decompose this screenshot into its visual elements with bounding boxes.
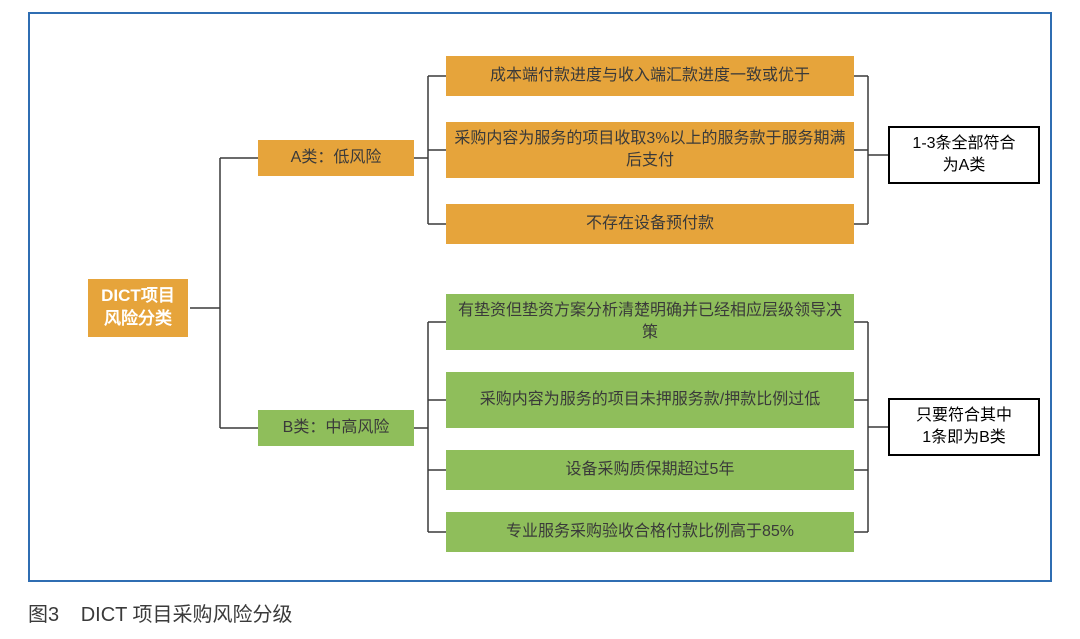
criteria-a-3: 不存在设备预付款 <box>446 204 854 244</box>
summary-a-line1: 1-3条全部符合 <box>912 135 1015 152</box>
criteria-a-1-text: 成本端付款进度与收入端汇款进度一致或优于 <box>490 65 810 87</box>
criteria-a-2: 采购内容为服务的项目收取3%以上的服务款于服务期满后支付 <box>446 122 854 178</box>
criteria-a-2-text: 采购内容为服务的项目收取3%以上的服务款于服务期满后支付 <box>454 128 846 171</box>
category-b-node: B类：中高风险 <box>258 410 414 446</box>
criteria-b-2-text: 采购内容为服务的项目未押服务款/押款比例过低 <box>480 389 820 411</box>
criteria-b-4: 专业服务采购验收合格付款比例高于85% <box>446 512 854 552</box>
caption-prefix: 图3 <box>28 604 59 626</box>
criteria-b-1-text: 有垫资但垫资方案分析清楚明确并已经相应层级领导决策 <box>454 300 846 343</box>
summary-b-box: 只要符合其中 1条即为B类 <box>888 398 1040 456</box>
connector-b-summary <box>854 310 890 546</box>
summary-a-line2: 为A类 <box>943 157 986 174</box>
criteria-a-3-text: 不存在设备预付款 <box>586 213 714 235</box>
diagram-frame: DICT项目 风险分类 A类：低风险 成本端付款进度与收入端汇款进度一致或优于 … <box>28 12 1052 582</box>
figure-caption: 图3 DICT 项目采购风险分级 <box>28 598 293 627</box>
criteria-b-3-text: 设备采购质保期超过5年 <box>566 459 735 481</box>
root-label-line1: DICT项目 <box>101 286 175 305</box>
connector-a-summary <box>854 64 890 240</box>
criteria-b-4-text: 专业服务采购验收合格付款比例高于85% <box>506 521 794 543</box>
summary-b-line1: 只要符合其中 <box>916 407 1012 424</box>
connector-b-criteria <box>414 310 448 546</box>
summary-b-line2: 1条即为B类 <box>922 429 1006 446</box>
caption-text: DICT 项目采购风险分级 <box>81 604 293 626</box>
root-label-line2: 风险分类 <box>104 309 172 328</box>
category-b-label: B类：中高风险 <box>283 417 390 439</box>
category-a-node: A类：低风险 <box>258 140 414 176</box>
summary-a-box: 1-3条全部符合 为A类 <box>888 126 1040 184</box>
criteria-b-3: 设备采购质保期超过5年 <box>446 450 854 490</box>
criteria-b-1: 有垫资但垫资方案分析清楚明确并已经相应层级领导决策 <box>446 294 854 350</box>
criteria-b-2: 采购内容为服务的项目未押服务款/押款比例过低 <box>446 372 854 428</box>
category-a-label: A类：低风险 <box>291 147 382 169</box>
root-node: DICT项目 风险分类 <box>86 277 190 339</box>
criteria-a-1: 成本端付款进度与收入端汇款进度一致或优于 <box>446 56 854 96</box>
connector-root-branches <box>190 144 260 444</box>
connector-a-criteria <box>414 64 448 240</box>
